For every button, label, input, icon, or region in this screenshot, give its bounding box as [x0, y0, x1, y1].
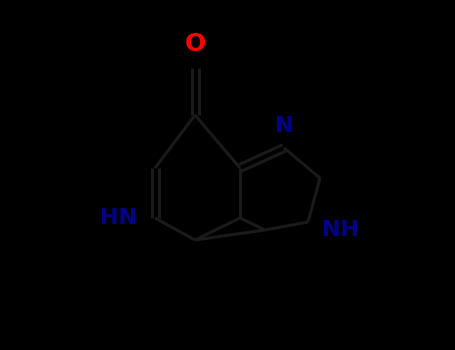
Text: HN: HN: [100, 208, 137, 228]
Text: O: O: [184, 32, 206, 56]
Text: NH: NH: [322, 220, 359, 240]
Text: N: N: [275, 116, 293, 136]
